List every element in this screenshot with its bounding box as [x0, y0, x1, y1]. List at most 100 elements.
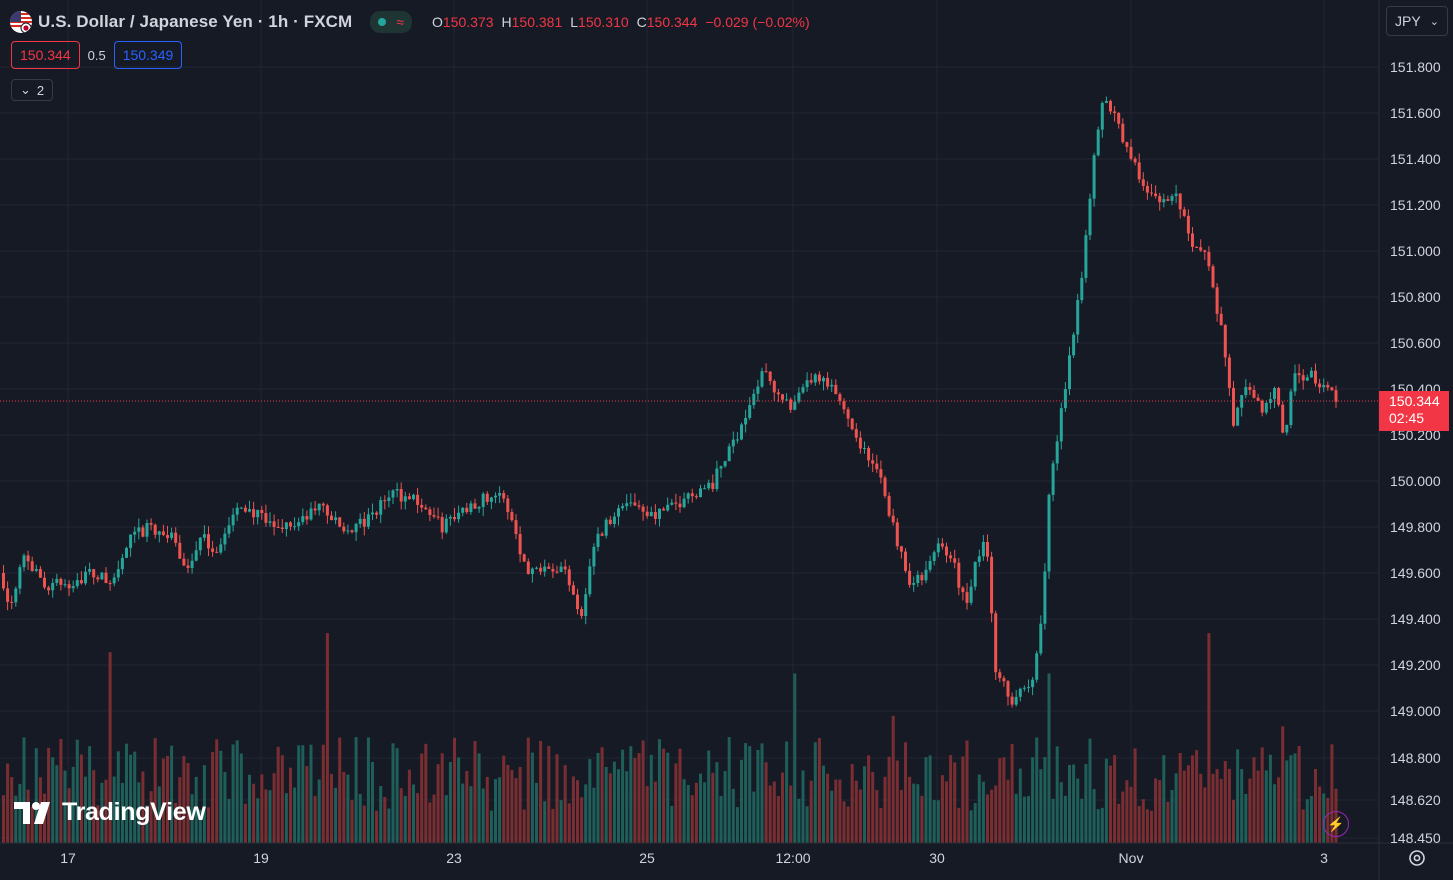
candle-body: [30, 561, 34, 571]
indicators-toggle-button[interactable]: ⌄ 2: [11, 79, 54, 101]
candle: [1314, 363, 1317, 387]
candle-body: [14, 588, 18, 603]
tradingview-logo[interactable]: TradingView: [14, 798, 206, 827]
volume-bar: [395, 748, 399, 843]
volume-bar: [133, 751, 137, 843]
time-tick-label: 17: [60, 850, 76, 866]
candle-body: [694, 496, 698, 498]
candle-body: [518, 534, 522, 555]
candle-body: [416, 494, 420, 505]
gear-icon[interactable]: [1407, 848, 1427, 868]
candle: [908, 562, 912, 588]
lightning-icon[interactable]: ⚡: [1323, 811, 1349, 837]
volume-bar: [908, 776, 912, 843]
candle-body: [125, 547, 128, 558]
candle: [813, 372, 817, 386]
candle-body: [584, 594, 588, 616]
candle-body: [707, 482, 711, 489]
candle-body: [321, 503, 325, 506]
buy-price-button[interactable]: 150.349: [113, 41, 183, 69]
candle-body: [621, 506, 625, 509]
candle-body: [1301, 375, 1305, 381]
candle: [514, 514, 518, 540]
candle: [990, 551, 994, 623]
volume-bar: [727, 737, 731, 843]
volume-bar: [776, 796, 780, 843]
candle: [809, 373, 813, 385]
candle-body: [2, 573, 5, 589]
volume-bar: [846, 806, 850, 843]
candle-body: [674, 502, 678, 504]
candle: [473, 498, 477, 509]
candle-body: [1133, 158, 1137, 163]
volume-bar: [260, 774, 264, 843]
candle-body: [817, 374, 821, 382]
volume-bar: [280, 755, 284, 843]
volume-bar: [559, 800, 563, 843]
market-status-pill[interactable]: ≈: [370, 11, 412, 33]
ohlc-key: L: [570, 14, 579, 30]
candle: [375, 511, 379, 519]
candle: [588, 558, 592, 598]
sell-price-button[interactable]: 150.344: [11, 41, 80, 69]
volume-bar: [932, 800, 936, 843]
volume-bar: [514, 778, 518, 843]
volume-bar: [243, 803, 247, 843]
candle: [1244, 379, 1248, 399]
price-tick-label: 149.200: [1390, 657, 1441, 673]
candle: [969, 579, 973, 606]
volume-bar: [924, 757, 928, 843]
open-value: 150.373: [442, 14, 494, 30]
volume-bar: [129, 754, 133, 843]
volume-bar: [986, 794, 989, 843]
candle-body: [895, 522, 899, 547]
volume-bar: [785, 741, 789, 843]
candle-body: [1191, 233, 1194, 247]
candle-body: [1010, 696, 1014, 705]
volume-bar: [957, 807, 961, 843]
volume-bar: [764, 762, 768, 843]
price-tick-label: 150.000: [1390, 473, 1441, 489]
candle-body: [10, 601, 14, 603]
currency-select[interactable]: JPY ⌄: [1386, 6, 1448, 36]
volume-bar: [1252, 757, 1256, 843]
volume-bar: [1162, 755, 1166, 843]
candle-body: [1022, 687, 1026, 689]
volume-bar: [711, 772, 715, 843]
candle-body: [395, 488, 399, 491]
volume-bar: [977, 774, 981, 843]
volume-bar: [850, 764, 854, 843]
volume-bar: [174, 802, 178, 843]
candle-body: [67, 584, 71, 589]
candle-body: [379, 500, 383, 515]
volume-bar: [781, 772, 784, 843]
candle: [309, 502, 313, 521]
candle-body: [547, 566, 551, 569]
volume-bar: [424, 743, 428, 843]
candle-body: [1150, 192, 1153, 194]
logo-text: TradingView: [62, 798, 206, 826]
volume-bar: [96, 805, 100, 843]
volume-bar: [100, 782, 104, 843]
volume-bar: [1232, 799, 1235, 843]
candle-body: [1215, 287, 1219, 314]
high-value: 150.381: [511, 14, 563, 30]
volume-bar: [801, 770, 805, 843]
volume-bar: [301, 745, 305, 843]
candle: [789, 397, 793, 413]
candle: [596, 527, 600, 552]
candle-body: [108, 583, 112, 585]
candle: [977, 549, 981, 567]
candle: [1256, 393, 1260, 402]
volume-bar: [854, 780, 858, 843]
candle: [1281, 401, 1285, 434]
volume-bar: [621, 749, 625, 843]
candle-body: [1117, 113, 1121, 124]
candle-body: [1154, 193, 1158, 197]
candle-body: [752, 393, 756, 406]
volume-bar: [34, 748, 38, 843]
candle-body: [1027, 687, 1030, 689]
symbol-title[interactable]: U.S. Dollar / Japanese Yen · 1h · FXCM: [38, 12, 353, 31]
candle-body: [883, 477, 887, 496]
